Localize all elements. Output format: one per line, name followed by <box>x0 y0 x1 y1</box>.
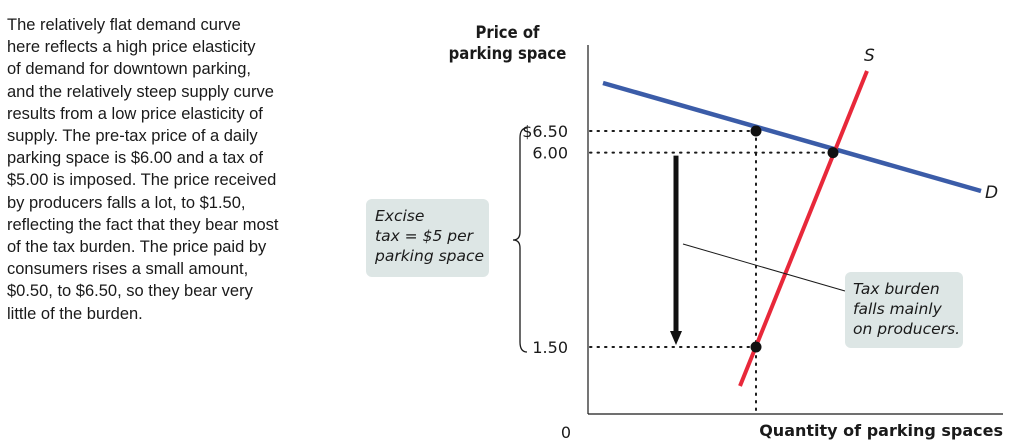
producer-price-point <box>750 341 762 353</box>
caption-line: parking space is $6.00 and a tax of <box>7 149 263 168</box>
consumer-price-point <box>750 125 762 137</box>
caption-line: and the relatively steep supply curve <box>7 82 274 101</box>
caption-line: reflecting the fact that they bear most <box>7 215 279 234</box>
supply-curve-label: S <box>864 46 875 66</box>
demand-curve <box>602 80 982 194</box>
x-axis-title: Quantity of parking spaces <box>759 421 1003 440</box>
excise-line-1: Excise <box>375 207 425 225</box>
caption-text: The relatively flat demand curve here ref… <box>7 14 337 325</box>
burden-line-1: Tax burden <box>853 280 940 298</box>
caption-line: here reflects a high price elasticity <box>7 38 256 57</box>
caption-line: of demand for downtown parking, <box>7 60 251 79</box>
equilibrium-point <box>827 147 839 159</box>
burden-line-2: falls mainly <box>853 300 942 318</box>
y-axis-title-line-2: parking space <box>448 44 567 63</box>
demand-curve-label: D <box>985 183 998 203</box>
caption-line: $0.50, to $6.50, so they bear very <box>7 282 253 301</box>
burden-leader-line <box>682 243 846 292</box>
burden-line-3: on producers. <box>853 320 961 338</box>
tax-arrow-head <box>670 331 682 345</box>
y-axis-title: Price of parking space <box>440 22 575 64</box>
tax-burden-callout: Tax burden falls mainly on producers. <box>845 272 963 348</box>
tick-label-6-50: $6.50 <box>522 122 568 141</box>
caption-line: little of the burden. <box>7 304 143 323</box>
tick-label-1-50: 1.50 <box>532 338 568 357</box>
caption-line: consumers rises a small amount, <box>7 260 249 279</box>
excise-line-2: tax = $5 per <box>375 227 473 245</box>
excise-tax-callout: Excise tax = $5 per parking space <box>366 199 489 277</box>
caption-line: $5.00 is imposed. The price received <box>7 171 277 190</box>
caption-line: The relatively flat demand curve <box>7 16 241 34</box>
caption-line: by producers falls a lot, to $1.50, <box>7 193 246 212</box>
tick-label-6-00: 6.00 <box>532 144 568 163</box>
tax-brace <box>512 127 528 353</box>
caption-line: results from a low price elasticity of <box>7 104 263 123</box>
supply-curve <box>738 70 869 387</box>
excise-line-3: parking space <box>375 247 485 265</box>
y-axis-title-line-1: Price of <box>475 23 540 42</box>
origin-label: 0 <box>561 423 571 442</box>
caption-line: supply. The pre-tax price of a daily <box>7 127 258 146</box>
caption-line: of the tax burden. The price paid by <box>7 238 267 257</box>
